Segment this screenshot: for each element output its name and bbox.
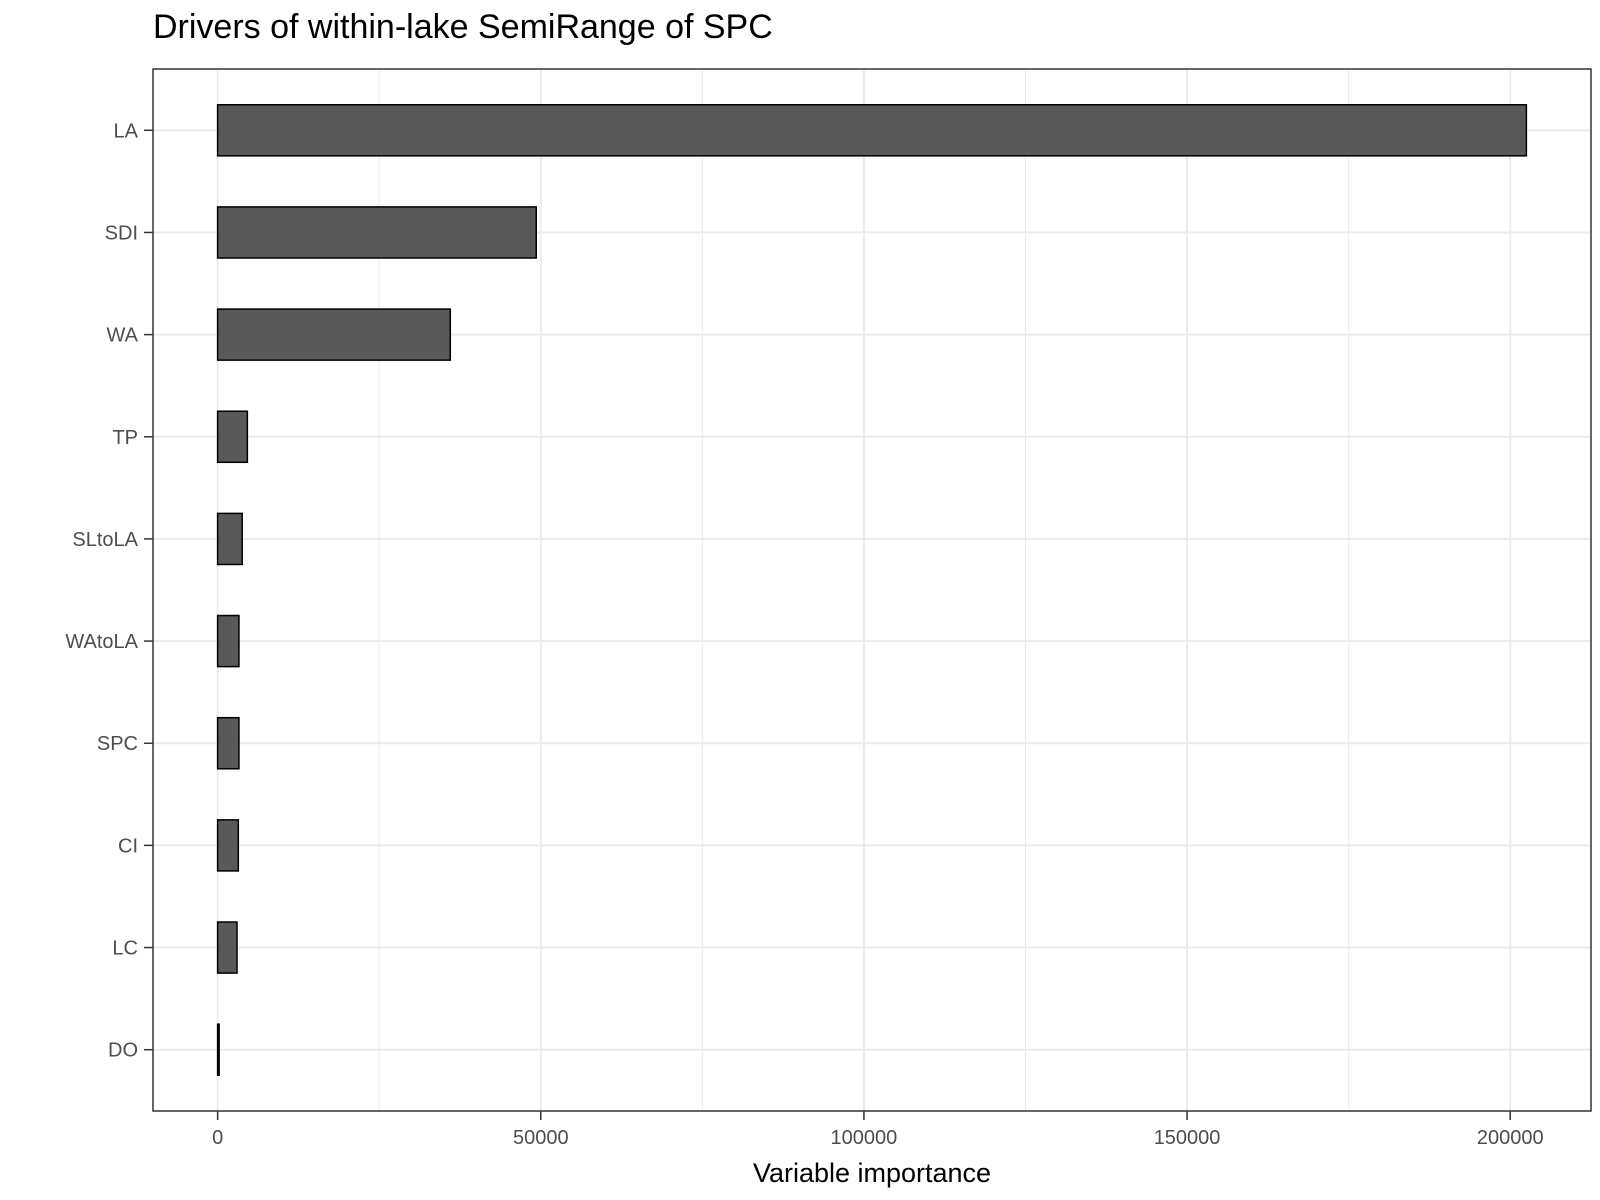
y-tick-label-do: DO	[108, 1040, 138, 1062]
y-tick-label-sltola: SLtoLA	[72, 529, 138, 551]
x-tick-label: 150000	[1154, 1127, 1221, 1149]
x-axis: 0 50000 100000 150000 200000	[212, 1111, 1544, 1149]
panel-border	[152, 68, 1592, 1112]
bar-spc	[216, 716, 240, 770]
y-axis: LA SDI WA TP SLtoLA WAtoLA SPC CI LC DO	[65, 120, 153, 1062]
x-tick-label: 50000	[513, 1127, 569, 1149]
bar-la	[216, 104, 1528, 157]
bar-sltola	[216, 512, 243, 566]
chart-title: Drivers of within-lake SemiRange of SPC	[153, 8, 773, 46]
bar-watola	[216, 614, 240, 668]
bar-do	[216, 1023, 220, 1076]
x-tick-label: 100000	[831, 1127, 898, 1149]
x-axis-title: Variable importance	[753, 1158, 991, 1188]
bar-ci	[216, 819, 240, 872]
x-tick-label: 200000	[1477, 1127, 1544, 1149]
y-tick-label-tp: TP	[112, 427, 138, 449]
bar-tp	[216, 410, 249, 464]
x-tick-label: 0	[212, 1127, 223, 1149]
y-tick-label-watola: WAtoLA	[65, 631, 138, 653]
bars	[216, 104, 1528, 1076]
y-tick-label-ci: CI	[118, 835, 138, 857]
bar-sdi	[216, 206, 538, 259]
y-tick-label-lc: LC	[112, 938, 138, 960]
bar-wa	[216, 308, 452, 361]
y-tick-label-sdi: SDI	[105, 222, 138, 244]
y-tick-label-la: LA	[114, 120, 139, 142]
y-tick-label-wa: WA	[107, 325, 139, 347]
y-tick-label-spc: SPC	[97, 733, 138, 755]
bar-lc	[216, 921, 238, 974]
